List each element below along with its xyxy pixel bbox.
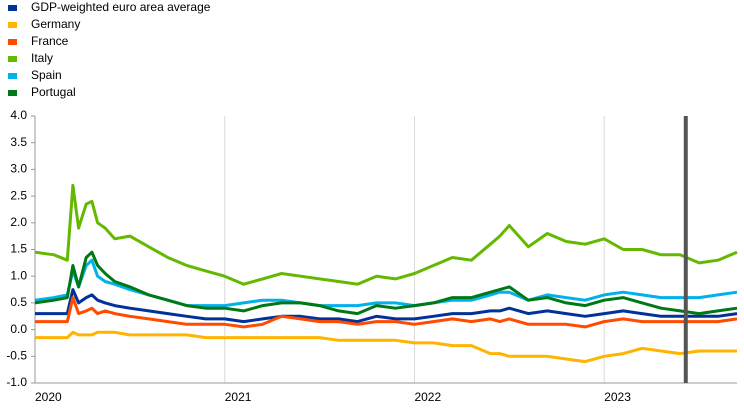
legend-marker: [8, 90, 17, 96]
legend-marker: [8, 5, 17, 11]
y-tick-label: 4.0: [10, 108, 27, 122]
x-tick-label: 2022: [414, 390, 441, 404]
legend-label: GDP-weighted euro area average: [31, 0, 211, 14]
legend-label: Italy: [31, 51, 53, 65]
y-tick-label: 3.0: [10, 162, 27, 176]
legend-label: Portugal: [31, 85, 76, 99]
legend-marker: [8, 39, 17, 45]
series-line: [34, 183, 738, 286]
y-tick-label: -0.5: [6, 348, 27, 362]
legend-marker: [8, 56, 17, 62]
series-line: [34, 258, 738, 308]
y-tick-label: 1.0: [10, 268, 27, 282]
legend-label: Germany: [31, 17, 80, 31]
legend-marker: [8, 22, 17, 28]
series-line: [34, 250, 738, 316]
x-tick-label: 2020: [35, 390, 62, 404]
y-tick-label: 3.5: [10, 135, 27, 149]
y-tick-label: 2.5: [10, 188, 27, 202]
y-tick-label: 0.5: [10, 295, 27, 309]
y-tick-label: 1.5: [10, 242, 27, 256]
series-line: [35, 288, 738, 324]
y-tick-label: 0.0: [10, 322, 27, 336]
series-line: [35, 296, 738, 329]
legend-label: Spain: [31, 68, 62, 82]
y-tick-label: 2.0: [10, 215, 27, 229]
y-tick-label: -1.0: [6, 375, 27, 389]
x-tick-label: 2021: [225, 390, 252, 404]
x-tick-label: 2023: [604, 390, 631, 404]
legend-label: France: [31, 34, 69, 48]
legend-marker: [8, 73, 17, 79]
series-line: [35, 330, 737, 364]
